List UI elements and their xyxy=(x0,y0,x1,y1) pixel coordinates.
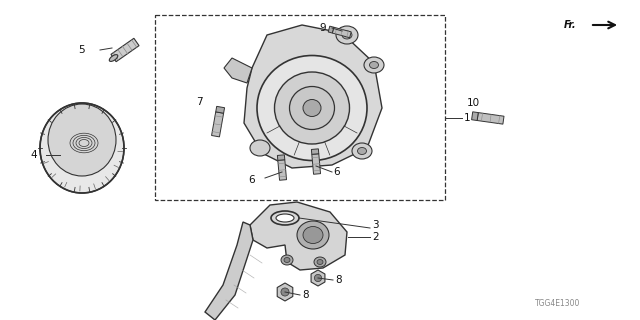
Polygon shape xyxy=(250,202,347,270)
Ellipse shape xyxy=(303,100,321,116)
Polygon shape xyxy=(244,25,382,168)
Text: 8: 8 xyxy=(302,290,308,300)
Text: Fr.: Fr. xyxy=(563,20,576,30)
Ellipse shape xyxy=(358,148,367,155)
Ellipse shape xyxy=(352,143,372,159)
Ellipse shape xyxy=(281,255,293,265)
Text: 2: 2 xyxy=(372,232,379,242)
Text: 6: 6 xyxy=(333,167,340,177)
Text: 10: 10 xyxy=(467,98,480,108)
Ellipse shape xyxy=(48,104,116,176)
Ellipse shape xyxy=(276,214,294,222)
Ellipse shape xyxy=(289,86,335,130)
Text: 5: 5 xyxy=(78,45,85,55)
Text: 8: 8 xyxy=(335,275,342,285)
Text: 3: 3 xyxy=(372,220,379,230)
Ellipse shape xyxy=(303,227,323,244)
Text: TGG4E1300: TGG4E1300 xyxy=(534,299,580,308)
Polygon shape xyxy=(278,160,287,180)
Ellipse shape xyxy=(317,260,323,265)
Ellipse shape xyxy=(342,31,352,39)
Polygon shape xyxy=(332,27,351,38)
Polygon shape xyxy=(312,149,319,154)
Text: 9: 9 xyxy=(319,23,326,33)
Polygon shape xyxy=(277,283,292,301)
Polygon shape xyxy=(328,26,334,33)
Ellipse shape xyxy=(257,55,367,161)
Polygon shape xyxy=(216,106,225,113)
Circle shape xyxy=(314,274,322,282)
Polygon shape xyxy=(477,113,504,124)
Polygon shape xyxy=(212,112,223,137)
Bar xyxy=(155,15,445,200)
Polygon shape xyxy=(311,270,325,286)
Ellipse shape xyxy=(40,103,124,193)
Text: 7: 7 xyxy=(196,97,203,107)
Circle shape xyxy=(281,288,289,296)
Ellipse shape xyxy=(369,61,378,68)
Polygon shape xyxy=(312,154,321,174)
Ellipse shape xyxy=(271,211,299,225)
Ellipse shape xyxy=(336,26,358,44)
Ellipse shape xyxy=(364,57,384,73)
Polygon shape xyxy=(277,155,285,160)
Text: 1: 1 xyxy=(464,113,470,123)
Text: 4: 4 xyxy=(30,150,36,160)
Ellipse shape xyxy=(109,55,118,61)
Ellipse shape xyxy=(275,72,349,144)
Text: 6: 6 xyxy=(248,175,255,185)
Ellipse shape xyxy=(250,140,270,156)
Polygon shape xyxy=(205,222,253,320)
Polygon shape xyxy=(224,58,252,83)
Polygon shape xyxy=(472,112,478,121)
Polygon shape xyxy=(111,38,139,62)
Ellipse shape xyxy=(314,257,326,267)
Ellipse shape xyxy=(284,258,290,262)
Ellipse shape xyxy=(297,221,329,249)
